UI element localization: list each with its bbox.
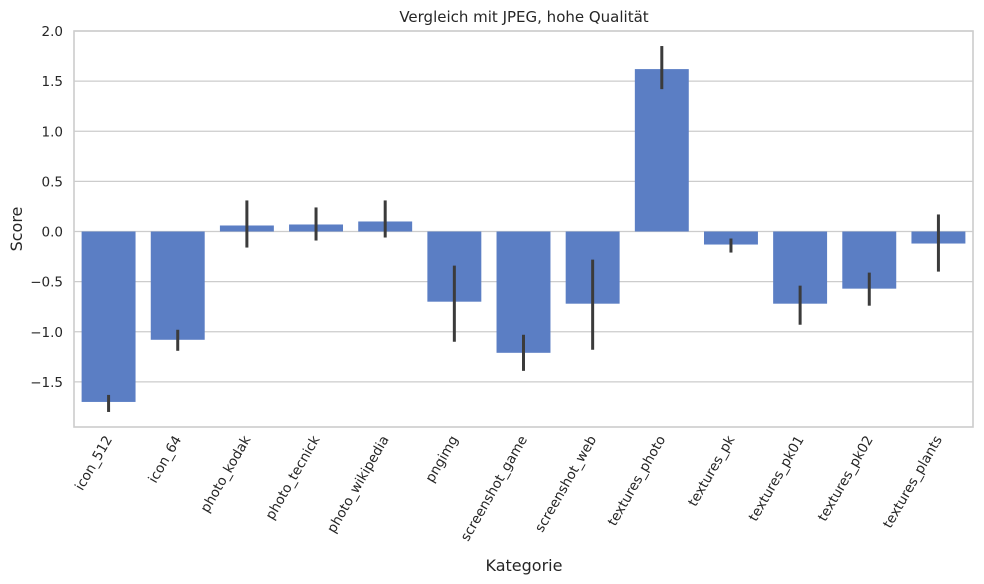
x-tick-label: photo_wikipedia — [324, 433, 393, 536]
error-bars — [107, 46, 940, 412]
bar-textures_pk — [703, 231, 758, 245]
bar-icon_512 — [81, 231, 136, 402]
x-tick-label: screenshot_game — [458, 433, 531, 544]
y-tick-label: 1.5 — [42, 74, 63, 90]
x-tick-label: photo_tecnick — [263, 433, 324, 523]
bar-screenshot_game — [496, 231, 551, 353]
x-axis-label: Kategorie — [486, 556, 563, 575]
x-tick-labels: icon_512 icon_64 photo_kodak photo_tecnick p… — [72, 433, 946, 544]
x-tick-label: textures_photo — [605, 433, 670, 529]
y-tick-label: −1.0 — [30, 325, 63, 341]
plot-frame — [73, 30, 974, 428]
x-tick-label: textures_plants — [880, 433, 946, 531]
y-tick-label: 0.0 — [42, 225, 63, 241]
x-tick-label: icon_512 — [72, 433, 116, 493]
chart-title: Vergleich mit JPEG, hohe Qualität — [399, 8, 648, 26]
x-tick-label: pngimg — [422, 433, 461, 485]
x-tick-label: photo_kodak — [198, 433, 255, 516]
x-tick-label: screenshot_web — [532, 433, 600, 535]
y-tick-label: −1.5 — [30, 375, 63, 391]
y-axis-label: Score — [7, 207, 26, 252]
y-tick-label: 0.5 — [42, 174, 63, 190]
bar-icon_64 — [150, 231, 205, 340]
x-tick-label: textures_pk02 — [815, 433, 877, 524]
x-tick-label: icon_64 — [145, 433, 185, 486]
y-tick-label: 1.0 — [42, 124, 63, 140]
bar-textures_photo — [634, 69, 689, 232]
y-tick-label: 2.0 — [42, 24, 63, 40]
x-tick-label: textures_pk — [685, 433, 738, 510]
y-tick-labels: 2.0 1.5 1.0 0.5 0.0 −0.5 −1.0 −1.5 — [30, 24, 63, 391]
y-tick-label: −0.5 — [30, 275, 63, 291]
x-tick-label: textures_pk01 — [746, 433, 808, 524]
